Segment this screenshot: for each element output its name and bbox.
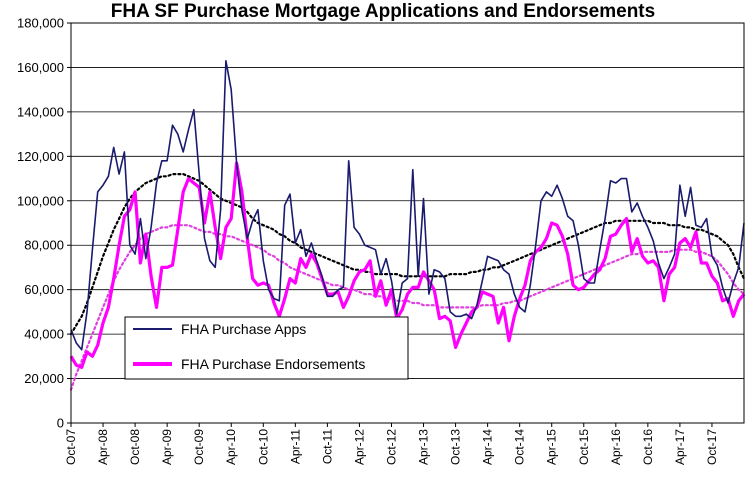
y-tick-label: 180,000 — [17, 16, 64, 31]
x-tick-label: Apr-09 — [160, 429, 174, 465]
legend-label-endorsements: FHA Purchase Endorsements — [181, 356, 365, 372]
x-tick-label: Oct-09 — [192, 429, 206, 465]
x-tick-label: Apr-12 — [352, 429, 366, 465]
y-tick-label: 80,000 — [24, 238, 64, 253]
y-tick-label: 60,000 — [24, 282, 64, 297]
x-tick-label: Apr-17 — [673, 429, 687, 465]
trend-line-endorsements — [69, 224, 746, 391]
y-tick-label: 40,000 — [24, 327, 64, 342]
x-tick-label: Oct-07 — [64, 429, 78, 465]
y-axis: 0 20,000 40,000 60,000 80,000 100,000 120,000 1… — [17, 16, 71, 431]
y-tick-label: 160,000 — [17, 60, 64, 75]
x-tick-label: Apr-13 — [417, 429, 431, 465]
x-tick-label: Oct-17 — [705, 429, 719, 465]
x-axis: Oct-07 Apr-08 Oct-08 Apr-09 Oct-09 Apr-10 Oct-… — [64, 423, 719, 465]
x-tick-label: Oct-12 — [384, 429, 398, 465]
x-tick-label: Oct-08 — [128, 429, 142, 465]
x-tick-label: Apr-10 — [224, 429, 238, 465]
chart-title: FHA SF Purchase Mortgage Applications an… — [111, 1, 655, 22]
x-tick-label: Apr-15 — [545, 429, 559, 465]
plot-series — [69, 59, 746, 391]
y-tick-label: 120,000 — [17, 149, 64, 164]
series-line-endorsements — [69, 161, 746, 369]
x-tick-label: Oct-15 — [577, 429, 591, 465]
x-tick-label: Oct-10 — [256, 429, 270, 465]
plot-area — [70, 22, 745, 424]
series-line-apps — [70, 59, 745, 351]
x-tick-label: Oct-13 — [449, 429, 463, 465]
x-tick-label: Oct-11 — [320, 429, 334, 464]
legend-box — [124, 316, 409, 380]
x-tick-label: Oct-16 — [641, 429, 655, 465]
x-tick-label: Apr-08 — [96, 429, 110, 465]
y-tick-label: 0 — [57, 416, 64, 431]
y-tick-label: 100,000 — [17, 193, 64, 208]
x-tick-label: Oct-14 — [513, 429, 527, 465]
x-tick-label: Apr-16 — [609, 429, 623, 465]
y-tick-label: 20,000 — [24, 371, 64, 386]
x-tick-label: Apr-14 — [481, 429, 495, 465]
legend: FHA Purchase Apps FHA Purchase Endorseme… — [124, 316, 409, 380]
legend-label-apps: FHA Purchase Apps — [181, 321, 306, 337]
x-tick-label: Apr-11 — [288, 429, 302, 464]
y-tick-label: 140,000 — [17, 104, 64, 119]
